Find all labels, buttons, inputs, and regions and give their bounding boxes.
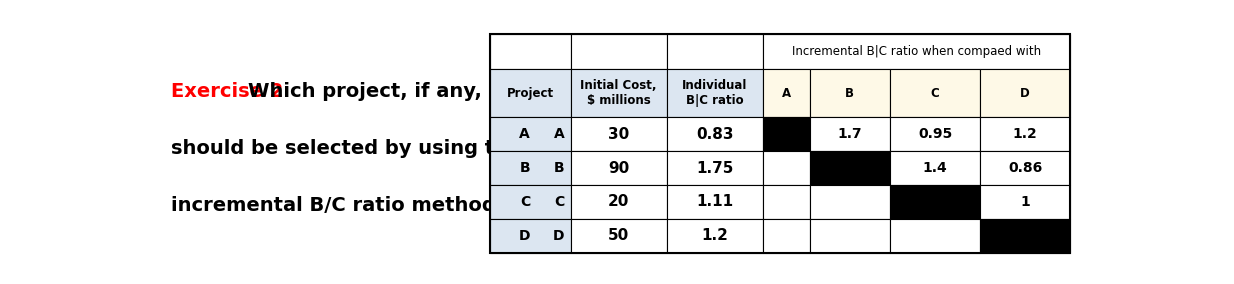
Text: A: A — [781, 87, 791, 100]
Bar — [763, 219, 810, 253]
Bar — [666, 34, 763, 69]
Text: B: B — [554, 161, 564, 175]
Bar — [810, 69, 890, 117]
Text: Initial Cost,
$ millions: Initial Cost, $ millions — [580, 79, 656, 107]
Text: Project: Project — [507, 87, 554, 100]
Text: D: D — [518, 229, 531, 243]
Bar — [810, 151, 890, 185]
Bar — [666, 151, 763, 185]
Text: 1.75: 1.75 — [696, 160, 733, 176]
Bar — [490, 117, 570, 151]
Bar — [810, 219, 890, 253]
Bar — [570, 69, 666, 117]
Bar — [570, 219, 666, 253]
Bar — [980, 219, 1070, 253]
Text: Individual
B|C ratio: Individual B|C ratio — [682, 79, 748, 107]
Bar — [666, 117, 763, 151]
Bar — [810, 185, 890, 219]
Bar — [666, 69, 763, 117]
Text: B: B — [845, 87, 854, 100]
Bar — [890, 151, 980, 185]
Text: D: D — [1021, 87, 1030, 100]
Bar — [490, 185, 570, 219]
Text: 1: 1 — [1021, 195, 1030, 209]
Text: 1.11: 1.11 — [696, 195, 733, 209]
Bar — [890, 69, 980, 117]
Text: 0.95: 0.95 — [918, 127, 953, 141]
Bar — [490, 151, 570, 185]
Bar — [490, 34, 570, 69]
Text: 1.7: 1.7 — [838, 127, 863, 141]
Bar — [490, 69, 570, 117]
Bar — [570, 34, 666, 69]
Text: 90: 90 — [608, 160, 629, 176]
Text: 30: 30 — [608, 127, 629, 142]
Bar — [890, 219, 980, 253]
Text: A: A — [520, 127, 531, 141]
Text: C: C — [930, 87, 939, 100]
Bar — [763, 185, 810, 219]
Bar — [980, 151, 1070, 185]
Text: Incremental B|C ratio when compaed with: Incremental B|C ratio when compaed with — [792, 45, 1041, 58]
Text: Exercise 2: Exercise 2 — [172, 82, 284, 101]
Bar — [810, 117, 890, 151]
Bar — [763, 34, 1070, 69]
Bar — [980, 185, 1070, 219]
Text: 20: 20 — [608, 195, 629, 209]
Text: 0.83: 0.83 — [696, 127, 733, 142]
Bar — [763, 117, 810, 151]
Bar — [666, 219, 763, 253]
Text: B: B — [520, 161, 531, 175]
Text: A: A — [554, 127, 564, 141]
Text: Which project, if any,: Which project, if any, — [248, 82, 482, 101]
Text: C: C — [520, 195, 531, 209]
Bar — [570, 185, 666, 219]
Text: 50: 50 — [608, 228, 629, 243]
Text: D: D — [553, 229, 564, 243]
Bar — [763, 151, 810, 185]
Bar — [890, 117, 980, 151]
Bar — [980, 117, 1070, 151]
Text: 0.86: 0.86 — [1008, 161, 1043, 175]
Text: C: C — [554, 195, 564, 209]
Bar — [490, 219, 570, 253]
Text: 1.2: 1.2 — [1013, 127, 1038, 141]
Bar — [890, 185, 980, 219]
Bar — [570, 151, 666, 185]
Bar — [666, 185, 763, 219]
Text: should be selected by using the: should be selected by using the — [172, 139, 522, 158]
Bar — [763, 69, 810, 117]
Text: 1.4: 1.4 — [923, 161, 948, 175]
Bar — [980, 69, 1070, 117]
Text: incremental B/C ratio method?: incremental B/C ratio method? — [172, 196, 507, 215]
Text: 1.2: 1.2 — [701, 228, 728, 243]
Bar — [570, 117, 666, 151]
